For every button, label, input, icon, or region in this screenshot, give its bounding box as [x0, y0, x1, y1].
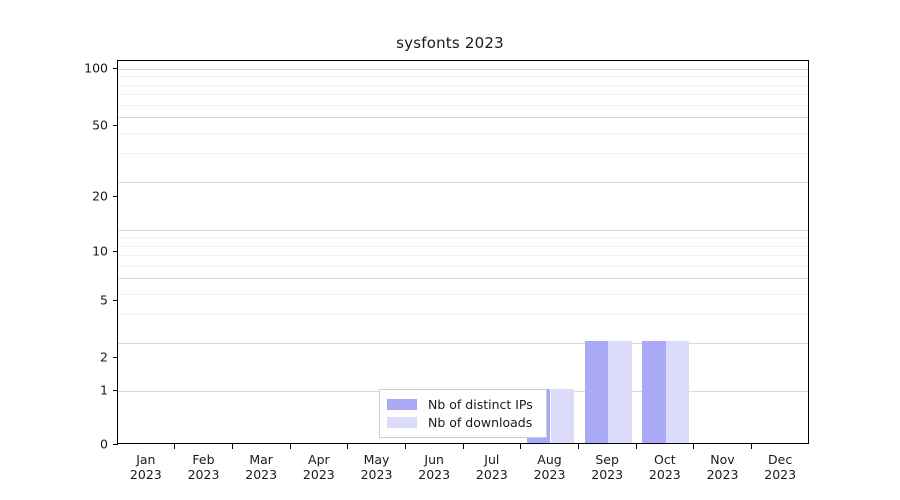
x-tick-year: 2023	[302, 467, 335, 482]
gridline	[118, 230, 808, 231]
y-tick-label: 20	[92, 188, 108, 204]
x-tick-year: 2023	[187, 467, 220, 482]
y-tick-label: 0	[100, 436, 108, 452]
gridline	[118, 104, 808, 106]
x-tick-mark	[404, 444, 407, 449]
y-tick-mark	[113, 356, 118, 358]
x-tick-label-mar: Mar 2023	[226, 452, 296, 482]
x-tick-mark	[693, 444, 695, 449]
x-tick-mark	[231, 444, 234, 449]
gridline	[118, 133, 808, 135]
x-tick-label-apr: Apr 2023	[284, 452, 354, 482]
x-tick-month: Apr	[308, 452, 330, 467]
y-tick-mark	[113, 443, 118, 445]
bar-oct-downloads	[665, 340, 690, 443]
x-tick-label-nov: Nov 2023	[688, 452, 758, 482]
x-tick-year: 2023	[533, 467, 566, 482]
y-tick-label: 50	[92, 117, 108, 133]
x-tick-month: May	[363, 452, 390, 467]
x-tick-month: Dec	[768, 452, 793, 467]
y-tick-mark	[113, 389, 118, 391]
y-tick-mark	[113, 67, 118, 69]
x-tick-month: Aug	[537, 452, 562, 467]
y-tick-label: 1	[100, 382, 108, 398]
x-tick-year: 2023	[475, 467, 508, 482]
x-tick-month: Sep	[595, 452, 619, 467]
gridline	[118, 153, 808, 155]
x-tick-mark	[577, 444, 580, 449]
y-tick-mark	[113, 250, 118, 252]
x-tick-mark	[174, 444, 176, 449]
legend-item-downloads: Nb of downloads	[387, 413, 539, 431]
x-tick-mark	[635, 444, 637, 449]
gridline	[118, 294, 808, 296]
x-tick-label-may: May 2023	[342, 452, 412, 482]
x-tick-label-sep: Sep 2023	[572, 452, 642, 482]
x-tick-year: 2023	[706, 467, 739, 482]
legend-swatch-icon-ips	[387, 398, 417, 410]
x-tick-month: Feb	[192, 452, 215, 467]
gridline	[118, 254, 808, 256]
legend-swatch-icon-downloads	[387, 416, 417, 428]
y-tick-label: 5	[100, 292, 108, 308]
gridline	[118, 117, 808, 119]
gridline	[118, 342, 808, 344]
bar-sep-ips	[584, 340, 609, 443]
gridline	[118, 93, 808, 95]
legend-item-ips: Nb of distinct IPs	[387, 395, 539, 413]
gridline	[118, 237, 808, 239]
x-tick-year: 2023	[591, 467, 624, 482]
y-tick-label: 10	[92, 243, 108, 259]
legend-label-downloads: Nb of downloads	[428, 414, 533, 430]
x-tick-year: 2023	[418, 467, 451, 482]
y-tick-mark	[113, 124, 118, 126]
x-tick-month: Jun	[424, 452, 444, 467]
x-tick-label-feb: Feb 2023	[169, 452, 239, 482]
y-tick-mark	[113, 299, 118, 301]
y-tick-label: 2	[100, 349, 108, 365]
gridline	[118, 76, 808, 78]
x-tick-mark	[462, 444, 464, 449]
gridline	[118, 265, 808, 267]
x-tick-label-jun: Jun 2023	[399, 452, 469, 482]
x-tick-month: Nov	[710, 452, 735, 467]
plot-area	[117, 60, 809, 444]
x-tick-month: Mar	[249, 452, 273, 467]
x-tick-label-aug: Aug 2023	[515, 452, 585, 482]
gridline	[118, 69, 808, 70]
x-tick-label-jul: Jul 2023	[457, 452, 527, 482]
chart-title: sysfonts 2023	[396, 34, 504, 52]
x-tick-month: Jan	[136, 452, 156, 467]
y-tick-mark	[113, 195, 118, 197]
gridline	[118, 181, 808, 183]
chart-legend: Nb of distinct IPs Nb of downloads	[379, 389, 547, 438]
gridline	[118, 278, 808, 280]
x-tick-label-dec: Dec 2023	[745, 452, 815, 482]
x-tick-label-jan: Jan 2023	[111, 452, 181, 482]
x-tick-month: Jul	[484, 452, 500, 467]
bar-sep-downloads	[608, 340, 632, 443]
x-tick-mark	[750, 444, 753, 449]
x-tick-year: 2023	[648, 467, 681, 482]
bar-oct-ips	[642, 340, 666, 443]
bar-aug-downloads	[550, 389, 575, 443]
gridline	[118, 84, 808, 86]
x-tick-month: Oct	[654, 452, 676, 467]
x-tick-year: 2023	[245, 467, 278, 482]
gridline	[118, 245, 808, 247]
x-tick-mark	[289, 444, 291, 449]
x-tick-year: 2023	[129, 467, 162, 482]
x-tick-label-oct: Oct 2023	[630, 452, 700, 482]
x-tick-mark	[520, 444, 522, 449]
x-tick-year: 2023	[764, 467, 797, 482]
x-tick-mark	[347, 444, 349, 449]
x-tick-year: 2023	[360, 467, 393, 482]
y-tick-label: 100	[84, 60, 108, 76]
legend-label-ips: Nb of distinct IPs	[428, 396, 533, 412]
gridline	[118, 314, 808, 316]
